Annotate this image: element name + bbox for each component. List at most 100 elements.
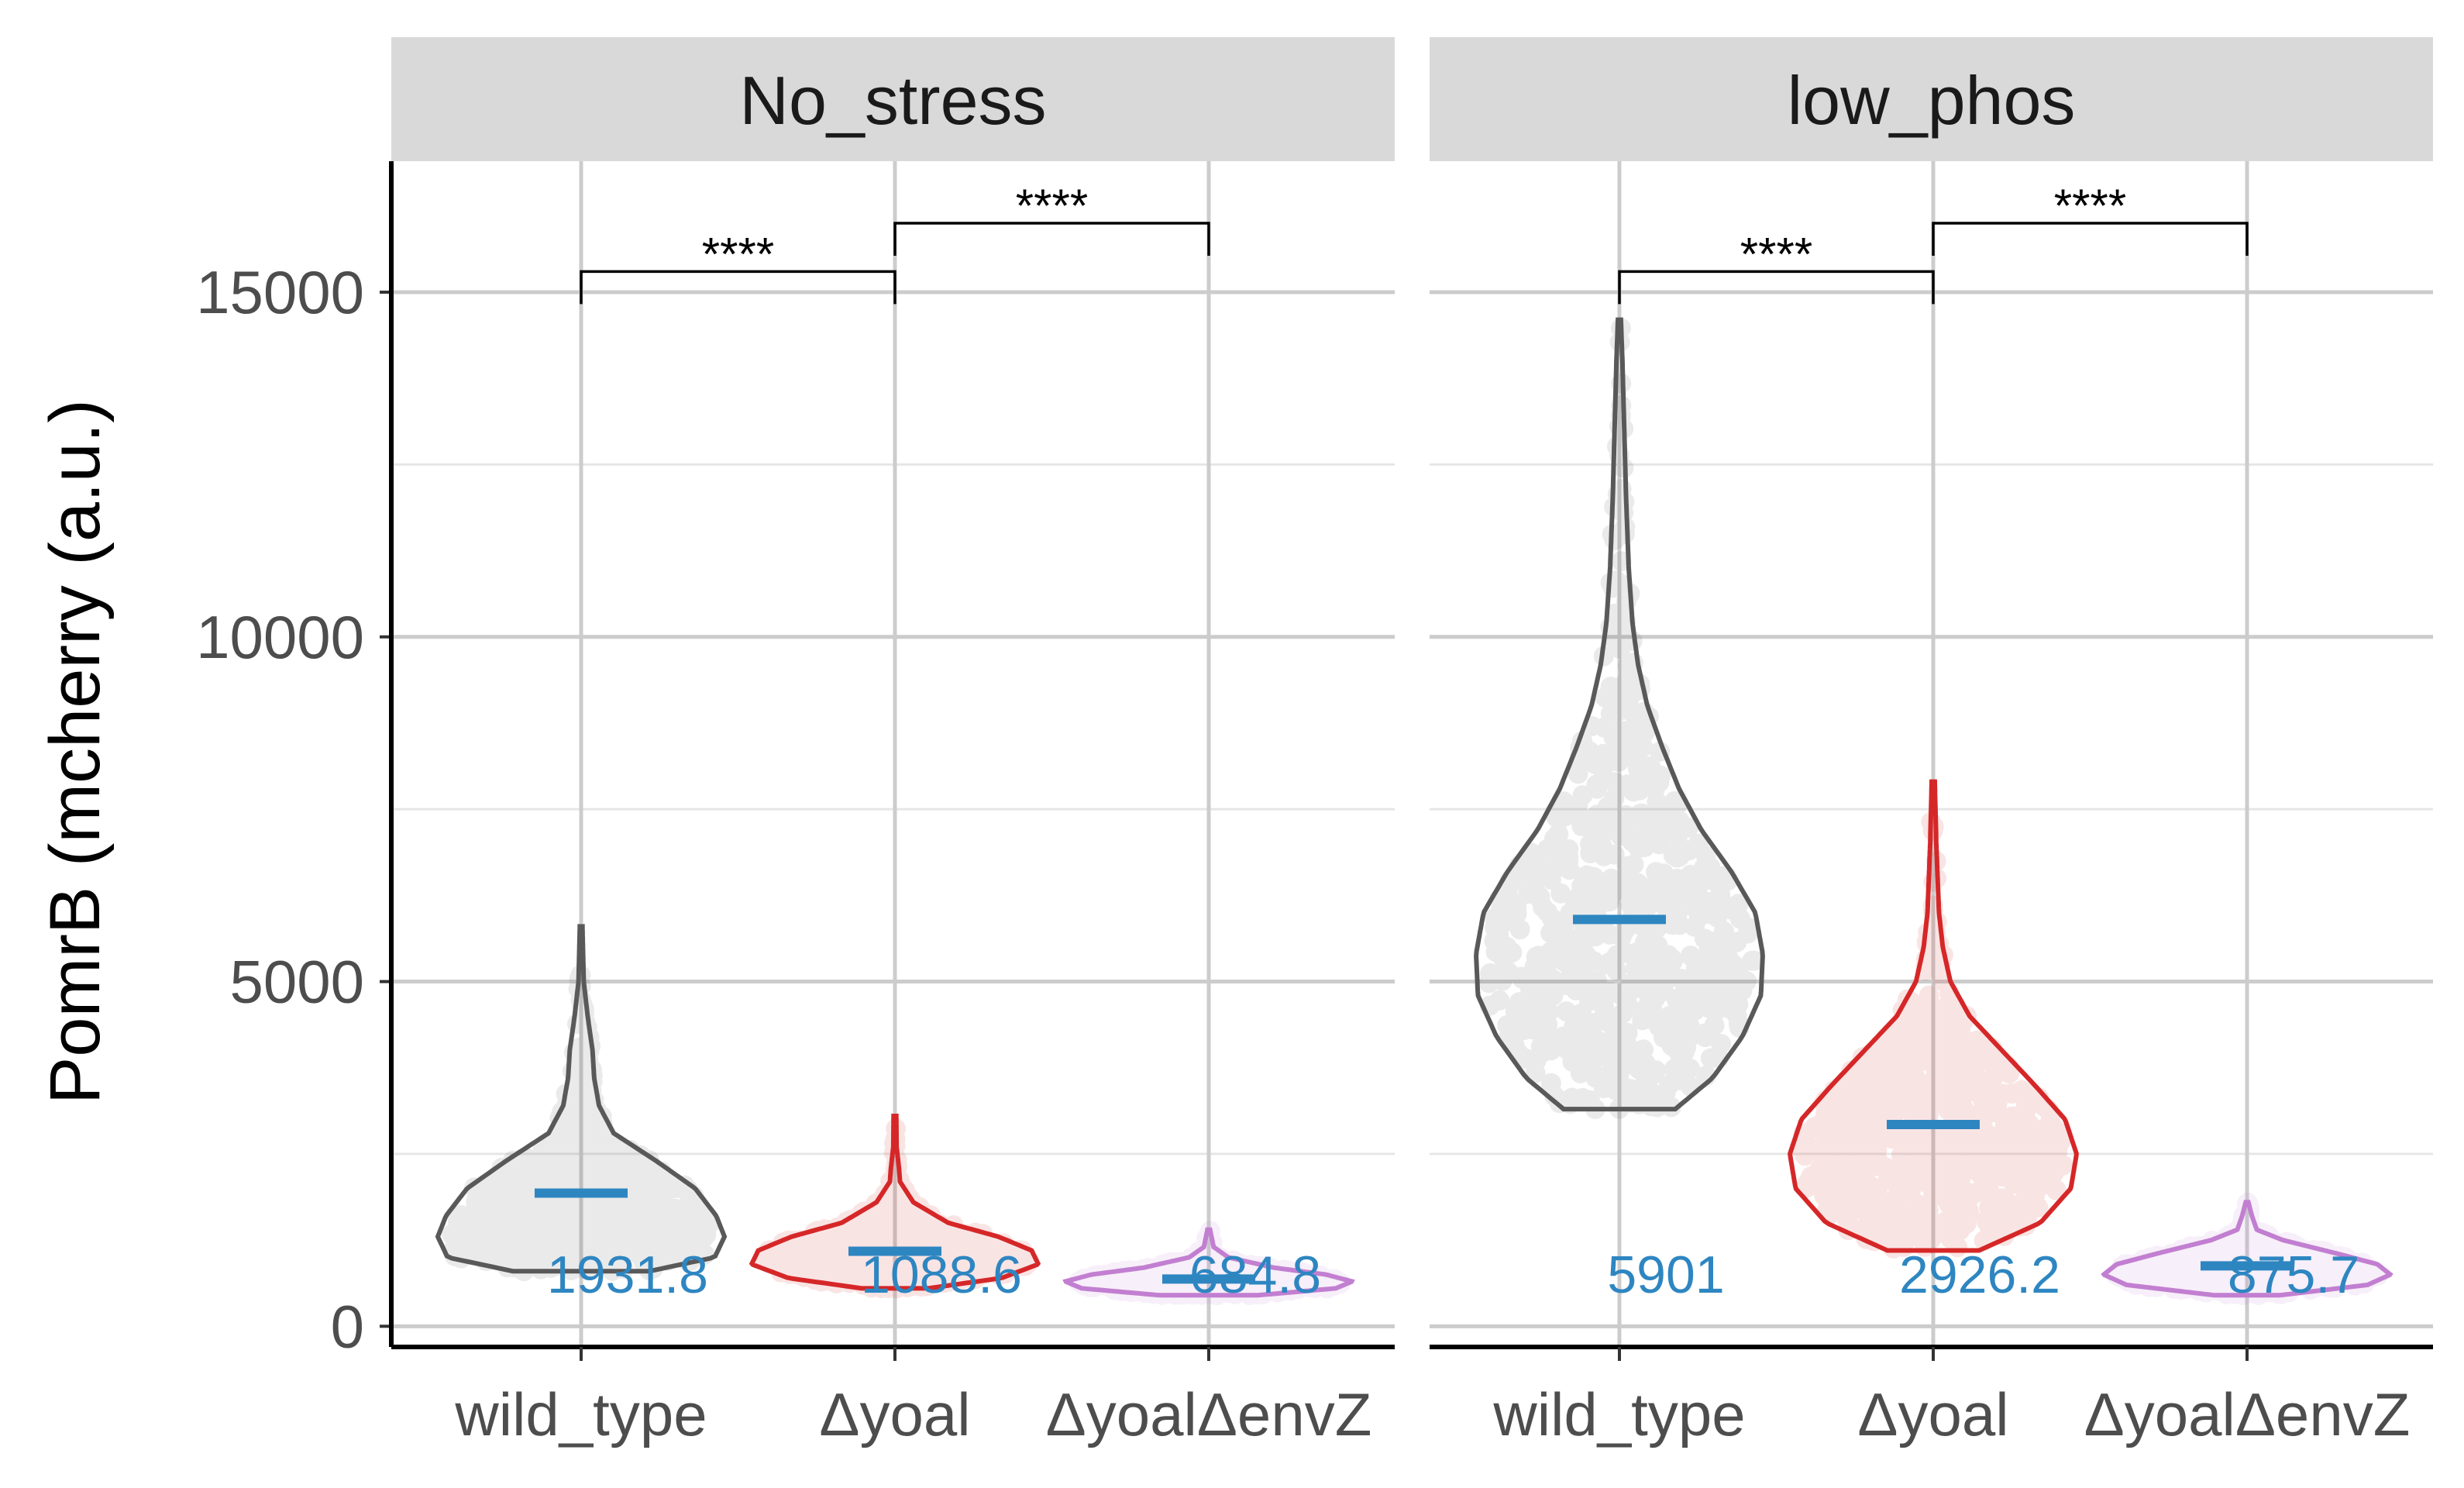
data-point: [576, 1216, 597, 1237]
data-point: [568, 1242, 589, 1262]
data-point: [601, 1160, 621, 1181]
data-point: [610, 1148, 631, 1168]
data-point: [594, 1235, 615, 1255]
data-point: [496, 1213, 517, 1234]
violin-group: 875.7: [2101, 1192, 2393, 1306]
data-point: [1605, 623, 1626, 644]
data-point: [664, 1207, 685, 1228]
data-point: [640, 1208, 661, 1229]
data-point: [496, 1173, 517, 1194]
data-point: [1951, 1195, 1972, 1216]
data-point: [1567, 1017, 1587, 1038]
data-point: [1619, 884, 1640, 904]
data-point: [575, 1217, 596, 1238]
data-point: [510, 1229, 530, 1250]
data-point: [573, 1073, 594, 1094]
data-point: [565, 1195, 586, 1215]
data-point: [1889, 1024, 1910, 1045]
data-point: [1913, 1127, 1934, 1148]
data-point: [576, 1072, 597, 1093]
data-point: [556, 1157, 576, 1178]
data-point: [1622, 832, 1643, 852]
data-point: [613, 1218, 634, 1238]
data-point: [610, 1162, 630, 1183]
data-point: [628, 1195, 648, 1216]
data-point: [1540, 869, 1561, 890]
data-point: [575, 1110, 596, 1131]
data-point: [558, 1125, 579, 1146]
data-point: [532, 1214, 552, 1234]
data-point: [498, 1224, 519, 1245]
data-point: [629, 1190, 650, 1211]
data-point: [637, 1169, 658, 1190]
data-point: [688, 1200, 709, 1221]
data-point: [1561, 950, 1582, 971]
data-point: [682, 1193, 703, 1214]
data-point: [643, 1218, 664, 1238]
data-point: [451, 1205, 472, 1225]
data-point: [560, 1243, 581, 1264]
data-point: [514, 1159, 535, 1180]
data-point: [1535, 969, 1556, 990]
data-point: [680, 1221, 701, 1242]
data-point: [528, 1194, 549, 1214]
data-point: [1843, 1129, 1863, 1150]
data-point: [590, 1197, 611, 1218]
data-point: [1640, 762, 1660, 782]
data-point: [587, 1132, 607, 1152]
data-point: [549, 1162, 570, 1183]
data-point: [640, 1216, 661, 1237]
data-point: [464, 1221, 485, 1242]
data-point: [1603, 727, 1624, 748]
data-point: [532, 1219, 552, 1240]
data-point: [501, 1241, 522, 1262]
data-point: [615, 1214, 636, 1235]
data-point: [509, 1203, 530, 1224]
data-point: [673, 1225, 694, 1246]
data-point: [480, 1244, 501, 1265]
data-point: [1956, 1214, 1977, 1235]
data-point: [601, 1249, 622, 1269]
data-point: [590, 1161, 611, 1181]
data-point: [497, 1176, 518, 1196]
data-point: [1636, 1053, 1657, 1074]
data-point: [559, 1220, 580, 1241]
data-point: [1614, 524, 1635, 545]
data-point: [582, 1194, 603, 1215]
data-point: [527, 1154, 548, 1174]
data-point: [548, 1156, 569, 1176]
data-point: [479, 1231, 500, 1252]
violin-group: 1088.6: [748, 1114, 1041, 1304]
data-point: [1667, 828, 1688, 849]
data-point: [1596, 954, 1617, 975]
data-point: [560, 1244, 581, 1265]
data-point: [508, 1209, 529, 1230]
data-point: [1939, 995, 1960, 1016]
data-point: [557, 1198, 578, 1219]
data-point: [1914, 1149, 1935, 1170]
data-point: [891, 1197, 912, 1218]
data-point: [1944, 1079, 1965, 1100]
data-point: [669, 1230, 690, 1251]
data-point: [485, 1218, 506, 1238]
data-point: [1984, 1066, 2005, 1087]
data-point: [1609, 1070, 1629, 1090]
mean-label: 1088.6: [861, 1245, 1022, 1304]
data-point: [642, 1178, 663, 1199]
data-point: [1574, 866, 1595, 887]
data-point: [627, 1162, 648, 1183]
data-point: [593, 1148, 614, 1169]
data-point: [661, 1176, 682, 1197]
facet-low-phos: low_phos 5901 2926.2 875.7 **** **** wild_type…: [1430, 37, 2433, 1448]
data-point: [497, 1209, 518, 1230]
data-point: [662, 1245, 683, 1266]
data-point: [487, 1242, 508, 1262]
data-point: [594, 1224, 614, 1245]
data-point: [614, 1208, 635, 1229]
data-point: [687, 1228, 708, 1249]
data-point: [483, 1233, 504, 1254]
data-point: [490, 1205, 511, 1226]
data-point: [632, 1224, 653, 1245]
x-tick-label: Δyoal: [1857, 1380, 2008, 1448]
